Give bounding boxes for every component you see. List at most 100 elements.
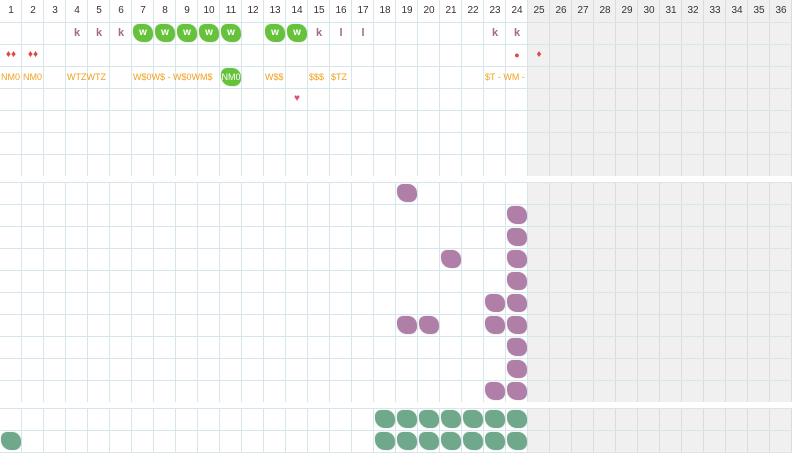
drop-icon[interactable]: ♦♦: [27, 49, 39, 60]
column-header[interactable]: 35: [753, 5, 765, 16]
column-header[interactable]: 13: [269, 5, 281, 16]
column-header[interactable]: 24: [511, 5, 523, 16]
teal-tile[interactable]: [375, 410, 395, 428]
panel-separator: [0, 176, 792, 182]
code-label[interactable]: $TZ: [331, 72, 348, 82]
code-label[interactable]: NM0: [1, 72, 21, 82]
code-label[interactable]: W$$: [265, 72, 284, 82]
column-header[interactable]: 12: [247, 5, 259, 16]
purple-tile[interactable]: [419, 316, 439, 334]
column-header[interactable]: 10: [203, 5, 215, 16]
teal-tile[interactable]: [419, 432, 439, 450]
purple-tile[interactable]: [397, 184, 417, 202]
teal-tile[interactable]: [485, 410, 505, 428]
column-header[interactable]: 32: [687, 5, 699, 16]
teal-tile[interactable]: [397, 410, 417, 428]
teal-tile[interactable]: [485, 432, 505, 450]
column-header[interactable]: 23: [489, 5, 501, 16]
column-header[interactable]: 22: [467, 5, 479, 16]
column-header[interactable]: 34: [731, 5, 743, 16]
shift-tile-w[interactable]: w: [177, 24, 197, 42]
shift-tile-w[interactable]: w: [155, 24, 175, 42]
purple-tile[interactable]: [507, 272, 527, 290]
column-header[interactable]: 16: [335, 5, 347, 16]
column-header[interactable]: 27: [577, 5, 589, 16]
teal-tile[interactable]: [463, 432, 483, 450]
shift-tile-w[interactable]: w: [265, 24, 285, 42]
code-label[interactable]: $$$: [309, 72, 325, 82]
column-header[interactable]: 25: [533, 5, 545, 16]
purple-tile[interactable]: [507, 316, 527, 334]
column-header[interactable]: 15: [313, 5, 325, 16]
teal-tile[interactable]: [419, 410, 439, 428]
purple-tile[interactable]: [485, 382, 505, 400]
teal-tile[interactable]: [507, 432, 527, 450]
teal-tile[interactable]: [441, 410, 461, 428]
marker-k[interactable]: k: [513, 27, 521, 39]
marker-k[interactable]: k: [73, 27, 81, 39]
purple-tile[interactable]: [507, 206, 527, 224]
column-header[interactable]: 6: [118, 5, 124, 16]
drop-icon[interactable]: ♦: [536, 49, 542, 60]
grid-row-line: [0, 358, 792, 359]
shift-tile-w[interactable]: w: [199, 24, 219, 42]
code-label[interactable]: W$0W$ - W$0WM$: [133, 72, 213, 82]
code-label[interactable]: WTZWTZ: [67, 72, 106, 82]
column-header[interactable]: 33: [709, 5, 721, 16]
code-label[interactable]: $T - WM -: [485, 72, 525, 82]
marker-l[interactable]: l: [361, 27, 365, 39]
purple-tile[interactable]: [507, 250, 527, 268]
column-header[interactable]: 2: [30, 5, 36, 16]
column-header[interactable]: 14: [291, 5, 303, 16]
marker-l[interactable]: l: [339, 27, 343, 39]
column-header[interactable]: 1: [8, 5, 14, 16]
column-header[interactable]: 18: [379, 5, 391, 16]
column-header[interactable]: 31: [665, 5, 677, 16]
column-header[interactable]: 21: [445, 5, 457, 16]
column-header[interactable]: 29: [621, 5, 633, 16]
purple-tile[interactable]: [507, 382, 527, 400]
purple-tile[interactable]: [397, 316, 417, 334]
teal-tile[interactable]: [1, 432, 21, 450]
drop-icon[interactable]: ♦♦: [5, 49, 17, 60]
purple-tile[interactable]: [507, 228, 527, 246]
purple-tile[interactable]: [507, 294, 527, 312]
column-header[interactable]: 20: [423, 5, 435, 16]
purple-tile[interactable]: [507, 338, 527, 356]
teal-tile[interactable]: [397, 432, 417, 450]
heart-icon[interactable]: ♥: [294, 93, 300, 104]
column-header[interactable]: 26: [555, 5, 567, 16]
teal-tile[interactable]: [507, 410, 527, 428]
column-header[interactable]: 36: [775, 5, 787, 16]
column-header[interactable]: 30: [643, 5, 655, 16]
purple-tile[interactable]: [507, 360, 527, 378]
purple-tile[interactable]: [485, 294, 505, 312]
purple-tile[interactable]: [441, 250, 461, 268]
dot-icon[interactable]: ●: [514, 50, 520, 60]
code-label[interactable]: NM0: [23, 72, 43, 82]
marker-k[interactable]: k: [491, 27, 499, 39]
column-header[interactable]: 3: [52, 5, 58, 16]
grid-row-line: [0, 430, 792, 431]
teal-tile[interactable]: [441, 432, 461, 450]
column-header[interactable]: 9: [184, 5, 190, 16]
teal-tile[interactable]: [375, 432, 395, 450]
teal-tile[interactable]: [463, 410, 483, 428]
column-header[interactable]: 8: [162, 5, 168, 16]
column-header[interactable]: 4: [74, 5, 80, 16]
marker-k[interactable]: k: [315, 27, 323, 39]
column-header[interactable]: 17: [357, 5, 369, 16]
shift-tile-w[interactable]: w: [221, 24, 241, 42]
marker-k[interactable]: k: [95, 27, 103, 39]
grid-row-line: [0, 110, 792, 111]
column-header[interactable]: 19: [401, 5, 413, 16]
column-header[interactable]: 11: [225, 5, 237, 16]
marker-k[interactable]: k: [117, 27, 125, 39]
column-header[interactable]: 5: [96, 5, 102, 16]
shift-tile-w[interactable]: w: [287, 24, 307, 42]
column-header[interactable]: 7: [140, 5, 146, 16]
purple-tile[interactable]: [485, 316, 505, 334]
shift-tile-label[interactable]: NM0: [221, 68, 241, 86]
column-header[interactable]: 28: [599, 5, 611, 16]
shift-tile-w[interactable]: w: [133, 24, 153, 42]
